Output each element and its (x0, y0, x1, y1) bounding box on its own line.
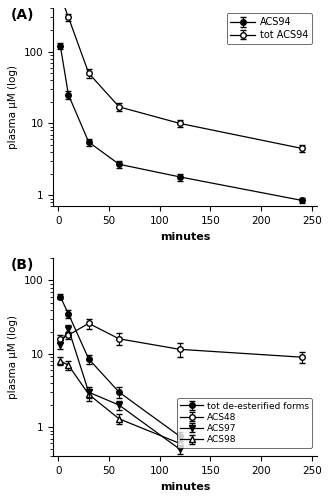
X-axis label: minutes: minutes (160, 482, 210, 492)
Y-axis label: plasma μM (log): plasma μM (log) (8, 66, 18, 150)
Legend: ACS94, tot ACS94: ACS94, tot ACS94 (226, 13, 312, 44)
Text: (A): (A) (11, 8, 35, 22)
Text: (B): (B) (11, 258, 34, 272)
Legend: tot de-esterified forms, ACS48, ACS97, ACS98: tot de-esterified forms, ACS48, ACS97, A… (177, 398, 312, 448)
X-axis label: minutes: minutes (160, 232, 210, 241)
Y-axis label: plasma μM (log): plasma μM (log) (8, 316, 18, 400)
